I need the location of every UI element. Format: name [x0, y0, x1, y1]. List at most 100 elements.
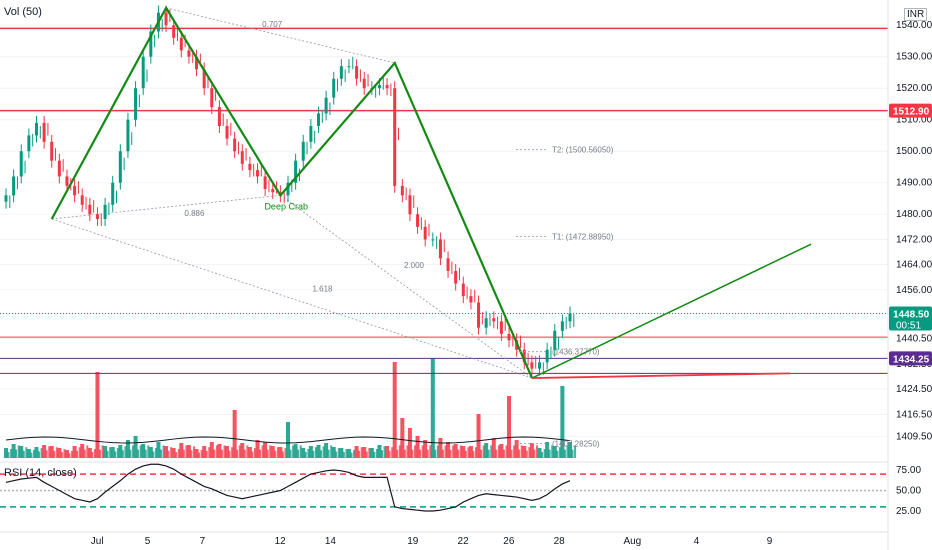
price-tick-label: 1520.00 — [896, 83, 932, 94]
volume-bar — [434, 449, 437, 458]
rsi-tick-label: 25.00 — [896, 506, 921, 517]
volume-bar — [377, 445, 382, 458]
volume-bar — [457, 449, 460, 458]
price-tick-label: 1440.50 — [896, 334, 932, 345]
volume-bar — [49, 446, 54, 458]
volume-bar — [284, 448, 287, 458]
volume-bar — [415, 436, 420, 458]
volume-bar — [467, 447, 470, 458]
volume-bar — [350, 452, 353, 458]
candle — [538, 362, 542, 369]
volume-bar — [375, 449, 378, 458]
candle — [73, 185, 77, 196]
volume-bar — [304, 452, 307, 458]
candle — [233, 138, 237, 152]
pattern-zigzag — [50, 5, 534, 379]
volume-bar — [476, 414, 481, 458]
volume-bar — [286, 422, 290, 458]
volume-bar — [116, 448, 119, 458]
volume-bar — [255, 440, 260, 458]
price-tick-label: 1510.00 — [896, 115, 932, 126]
volume-bar — [147, 445, 150, 458]
volume-bar — [209, 442, 214, 458]
volume-bar — [558, 447, 561, 458]
volume-bar — [360, 447, 363, 458]
projection-line — [531, 243, 812, 379]
volume-bar — [568, 442, 572, 458]
volume-bar — [368, 448, 371, 458]
volume-bar — [259, 449, 262, 458]
price-candles — [4, 5, 575, 376]
volume-bar — [543, 449, 546, 458]
candle — [377, 85, 381, 89]
fib-label: 0.707 — [262, 20, 283, 29]
volume-bar — [270, 446, 275, 458]
volume-bar — [468, 446, 473, 458]
volume-bar — [281, 451, 284, 458]
volume-bar — [93, 449, 96, 458]
volume-bar — [520, 445, 523, 458]
time-axis[interactable]: Jul 5 7 12 14 19 22 26 28 Aug 4 9 — [91, 536, 773, 547]
volume-bar — [301, 448, 306, 458]
volume-bar — [490, 445, 493, 458]
volume-bar — [57, 448, 62, 458]
fib-ratio-line — [166, 7, 395, 64]
volume-bar — [365, 451, 368, 458]
candle — [149, 31, 153, 57]
volume-bar — [139, 445, 142, 458]
volume-bar — [10, 449, 13, 458]
volume-bar — [537, 448, 542, 458]
volume-bar — [232, 410, 237, 458]
volume-bar — [278, 447, 283, 458]
price-tick-label: 1490.00 — [896, 178, 932, 189]
volume-bar — [63, 449, 66, 458]
volume-bar — [444, 445, 447, 458]
candle — [530, 362, 534, 369]
fib-label: 0.886 — [184, 209, 205, 218]
price-tick-label: 1500.00 — [896, 146, 932, 157]
volume-bar — [175, 452, 178, 458]
volume-bar — [7, 452, 10, 458]
candle — [57, 160, 61, 177]
time-tick-label: 9 — [767, 536, 773, 547]
candle — [560, 321, 564, 331]
volume-bar — [484, 443, 489, 458]
volume-bar — [497, 445, 500, 458]
time-tick-label: 26 — [503, 536, 515, 547]
candle — [88, 204, 92, 215]
volume-bar — [223, 445, 226, 458]
fibonacci-lines: 0.707 0.886 1.618 2.000 — [51, 7, 533, 379]
volume-bar — [446, 442, 451, 458]
volume-bar — [208, 447, 211, 458]
price-tick-label: 1424.50 — [896, 384, 932, 395]
fib-label: 1.618 — [312, 284, 333, 293]
volume-bar — [114, 451, 117, 458]
volume-bar — [510, 449, 513, 458]
volume-bar — [182, 449, 185, 458]
volume-bar — [34, 447, 39, 458]
volume-bar — [205, 450, 208, 458]
candle — [355, 66, 359, 79]
harmonic-pattern: Deep Crab — [50, 5, 812, 379]
volume-bar — [406, 445, 409, 458]
volume-bar — [200, 449, 203, 458]
volume-bar — [83, 449, 86, 458]
pattern-label: Deep Crab — [264, 201, 308, 211]
volume-bar — [533, 449, 536, 458]
volume-bar — [528, 447, 531, 458]
volume-bar — [453, 444, 458, 458]
rsi-indicator-label[interactable]: RSI (14, close) — [4, 467, 77, 479]
candle — [408, 195, 412, 215]
volume-bar — [414, 445, 417, 458]
time-tick-label: 28 — [554, 536, 566, 547]
candle — [362, 78, 366, 89]
volume-bar — [198, 452, 201, 458]
time-tick-label: Aug — [623, 536, 641, 547]
volume-indicator-label[interactable]: Vol (50) — [4, 6, 42, 18]
price-axis[interactable]: 1540.00 1530.00 1520.00 1510.00 1500.00 1490.… — [887, 0, 932, 550]
volume-bar — [185, 445, 188, 458]
volume-bar — [331, 447, 336, 458]
volume-bar — [133, 436, 138, 458]
volume-bar — [137, 449, 140, 458]
